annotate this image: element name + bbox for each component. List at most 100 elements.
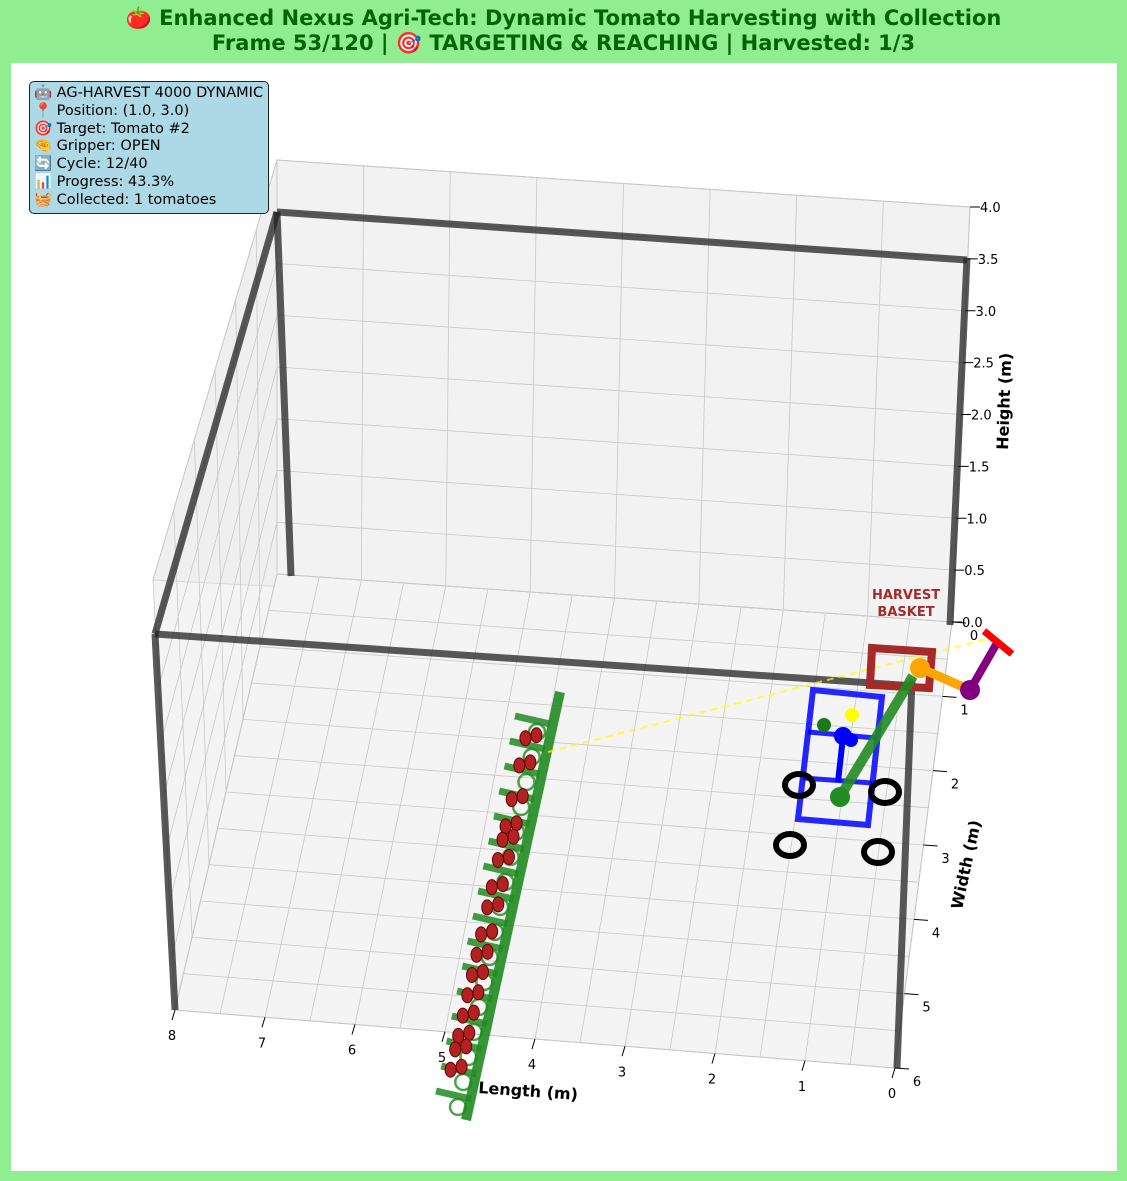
- tomato: [465, 967, 478, 984]
- z-tick-label: 2.0: [971, 409, 992, 424]
- frame-beam: [151, 211, 281, 635]
- z-tick-label: 3.0: [976, 305, 997, 320]
- status-line: 🤖 AG-HARVEST 4000 DYNAMIC: [34, 85, 264, 101]
- z-tick-label: 0.5: [964, 564, 985, 579]
- z-tick-label: 0.0: [962, 616, 983, 631]
- x-tick-label: 7: [258, 1036, 266, 1051]
- plant-vine: [454, 1072, 473, 1092]
- arm-base-joint: [830, 787, 850, 807]
- arm-shoulder-joint: [910, 658, 930, 678]
- x-axis-title: Length (m): [478, 1078, 579, 1104]
- tomato: [475, 926, 488, 943]
- robot-wheel: [861, 838, 895, 866]
- tomatoes: [444, 727, 543, 1078]
- frame-beam: [893, 679, 916, 1069]
- z-tick-label: 3.5: [978, 253, 999, 268]
- side-grid-line: [171, 522, 278, 957]
- frame-beam: [154, 630, 916, 690]
- tomato: [481, 943, 494, 960]
- side-grid-line: [166, 418, 278, 849]
- side-grid-line: [163, 366, 278, 796]
- z-tick-label: 1.0: [967, 512, 988, 527]
- floor-grid-line: [242, 718, 934, 772]
- robot-joint: [844, 733, 858, 747]
- x-tick-label: 8: [168, 1029, 176, 1044]
- z-axis-title: Height (m): [993, 352, 1015, 450]
- tomato: [463, 1024, 476, 1041]
- wall-grid-line: [276, 521, 955, 571]
- tomato: [516, 788, 529, 805]
- floor-grid-line: [217, 827, 919, 883]
- tomato: [472, 984, 485, 1001]
- x-tick: [531, 1038, 536, 1050]
- wall-grid-line: [276, 366, 962, 415]
- floor-grid-line: [183, 973, 900, 1032]
- x-tick: [621, 1046, 626, 1057]
- tomato: [505, 791, 518, 808]
- figure-title: 🍅 Enhanced Nexus Agri-Tech: Dynamic Toma…: [0, 6, 1127, 56]
- axis-ticks: 0 1 2 3 4 5 6 7 8 0 1 2 3 4 5 6 0.0 0.5 1.0 1.5 2.0 2.5 3.0 3.5…: [168, 201, 1001, 1102]
- status-line: 📍 Position: (1.0, 3.0): [34, 102, 190, 119]
- status-line: 🔄 Cycle: 12/40: [34, 156, 148, 173]
- wall-grid-line: [276, 418, 959, 467]
- status-line: 🎯 Target: Tomato #2: [34, 120, 190, 137]
- tomato: [491, 852, 504, 869]
- y-tick-label: 5: [922, 1001, 930, 1016]
- harvest-robot: [547, 628, 1015, 866]
- y-tick-label: 2: [951, 778, 959, 793]
- robot-sensor: [817, 718, 831, 732]
- x-tick: [891, 1067, 896, 1079]
- tomato: [510, 815, 523, 832]
- tomato: [467, 1004, 480, 1021]
- frame-beam: [273, 211, 295, 577]
- y-tick: [923, 844, 938, 847]
- wall-grid-line: [276, 470, 957, 519]
- side-grid-line: [158, 263, 278, 688]
- status-line: 🤏 Gripper: OPEN: [34, 138, 161, 155]
- frame-beam: [276, 208, 968, 264]
- x-tick: [711, 1053, 716, 1064]
- robot-wheel: [773, 831, 807, 859]
- x-tick-label: 3: [618, 1065, 626, 1080]
- y-tick: [913, 918, 929, 921]
- x-tick-label: 2: [708, 1073, 716, 1088]
- plant-leaf: [472, 912, 509, 928]
- side-grid-line: [152, 159, 278, 581]
- wall-grid-line: [276, 573, 953, 623]
- tomato: [481, 899, 494, 916]
- x-tick: [351, 1024, 356, 1035]
- plant-leaf: [477, 887, 514, 903]
- title-line-2: Frame 53/120 | 🎯 TARGETING & REACHING | …: [211, 31, 916, 55]
- gripper: [981, 628, 1015, 657]
- plant-stem: [461, 690, 565, 1122]
- plant-leaf: [435, 1087, 472, 1103]
- arm-elbow-joint: [960, 680, 980, 700]
- title-line-1: 🍅 Enhanced Nexus Agri-Tech: Dynamic Toma…: [125, 6, 1002, 30]
- z-tick-label: 2.5: [973, 357, 994, 372]
- basket-label-line-2: BASKET: [877, 605, 934, 620]
- side-grid-line: [174, 573, 278, 1011]
- x-tick: [441, 1031, 446, 1042]
- floor-grid-line: [191, 936, 905, 995]
- y-tick: [894, 1067, 910, 1070]
- frame-beam: [151, 633, 179, 1011]
- robot-status-box: 🤖 AG-HARVEST 4000 DYNAMIC 📍 Position: (1…: [29, 81, 270, 214]
- tomato: [476, 964, 489, 981]
- floor-grid-line: [234, 755, 929, 809]
- tomato: [496, 831, 509, 848]
- floor-grid-line: [225, 791, 924, 846]
- x-tick: [801, 1060, 806, 1071]
- plant-leaf: [482, 862, 520, 878]
- side-grid-line: [169, 470, 278, 903]
- tomato: [486, 923, 499, 940]
- tomato: [530, 727, 543, 744]
- y-tick: [904, 993, 919, 996]
- tomato: [470, 946, 483, 963]
- wall-grid-line: [276, 159, 971, 208]
- y-tick-label: 3: [941, 852, 949, 867]
- z-tick-label: 4.0: [980, 201, 1001, 216]
- x-tick-label: 6: [348, 1044, 356, 1059]
- floor-grid-line: [268, 609, 948, 660]
- robot-light: [845, 708, 859, 722]
